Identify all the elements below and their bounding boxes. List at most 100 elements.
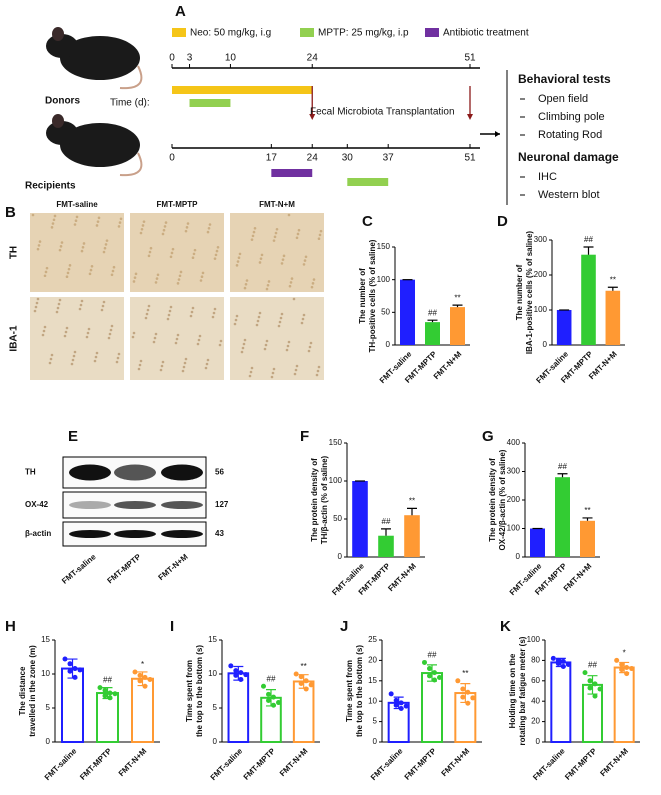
texture (300, 321, 304, 325)
data-point (107, 695, 113, 701)
texture (41, 333, 45, 337)
legend-swatch (172, 28, 186, 37)
texture (295, 236, 299, 240)
texture (89, 268, 93, 272)
texture (257, 315, 261, 319)
texture (243, 286, 247, 290)
texture (53, 214, 57, 218)
y-tick-label: 40 (531, 696, 540, 705)
texture (181, 369, 185, 373)
bar (131, 677, 154, 744)
bar (550, 661, 572, 743)
texture (56, 306, 60, 310)
y-axis-label: The number of (358, 268, 367, 324)
column-label: FMT-N+M (259, 200, 295, 209)
y-tick-label: 0 (213, 737, 218, 746)
texture (169, 255, 173, 259)
data-point (303, 678, 309, 684)
data-point (460, 686, 466, 692)
data-point (102, 687, 108, 693)
row-label: TH (9, 246, 20, 259)
data-point (228, 663, 234, 669)
texture (186, 222, 190, 225)
texture (74, 219, 78, 222)
texture (235, 264, 239, 267)
texture (142, 220, 146, 223)
data-point (427, 666, 432, 672)
error-bar (557, 473, 568, 478)
texture (319, 229, 323, 233)
texture (80, 299, 84, 303)
texture (55, 310, 59, 314)
texture (285, 348, 289, 352)
data-point (393, 702, 399, 708)
y-tick-label: 100 (527, 635, 541, 644)
timeline-tick-label: 0 (169, 53, 175, 64)
y-tick-label: 25 (368, 635, 377, 644)
y-tick-label: 100 (534, 305, 548, 314)
texture (117, 225, 121, 228)
blot-band (161, 530, 203, 538)
y-axis-label: TH-positive cells (% of saline) (368, 239, 377, 352)
texture (73, 350, 77, 354)
y-tick-label: 400 (507, 438, 521, 447)
bar (555, 477, 570, 557)
panel-letter: C (362, 213, 373, 230)
y-tick-label: 10 (368, 696, 377, 705)
bar (227, 672, 250, 744)
texture (260, 253, 264, 257)
texture (96, 220, 100, 223)
blot-row-label: OX-42 (25, 500, 49, 509)
time-label: Time (d): (110, 98, 150, 109)
legend-label: Antibiotic treatment (443, 28, 529, 39)
texture (161, 232, 165, 236)
texture (137, 367, 141, 371)
texture (73, 223, 77, 226)
annotation: ## (558, 462, 567, 471)
y-tick-label: 0 (386, 340, 391, 349)
texture (205, 362, 209, 366)
texture (214, 253, 218, 257)
annotation: ** (610, 275, 616, 284)
y-axis-label: travelled in the zone (m) (28, 645, 37, 737)
texture (244, 283, 248, 286)
error-bar (607, 286, 618, 291)
texture (251, 234, 255, 238)
data-point (233, 668, 239, 674)
texture (107, 336, 111, 340)
texture (302, 313, 306, 317)
texture (234, 318, 238, 322)
blot-band (114, 464, 156, 481)
texture (293, 372, 297, 376)
bar (352, 481, 368, 557)
texture (175, 337, 179, 341)
texture (266, 283, 270, 287)
bar (580, 520, 595, 557)
panel-letter: D (497, 213, 508, 230)
data-point (565, 661, 571, 667)
data-point (560, 658, 566, 664)
y-tick-label: 20 (531, 717, 540, 726)
y-tick-label: 15 (41, 635, 50, 644)
legend-swatch (300, 28, 314, 37)
texture (304, 255, 308, 259)
data-point (238, 676, 244, 682)
texture (294, 368, 298, 372)
texture (81, 245, 85, 249)
y-axis-label: Holding time on the (508, 653, 517, 728)
texture (318, 233, 322, 237)
texture (240, 350, 244, 354)
data-point (137, 672, 143, 678)
texture (236, 260, 240, 263)
y-tick-label: 100 (329, 476, 343, 485)
data-point (137, 678, 143, 684)
texture (248, 374, 252, 378)
data-point (555, 660, 561, 666)
data-point (308, 682, 314, 688)
y-tick-label: 5 (213, 703, 218, 712)
texture (166, 317, 170, 321)
texture (115, 360, 119, 364)
group-label: Donors (45, 96, 80, 107)
y-axis-label: the top to the bottom (s) (355, 645, 364, 737)
y-tick-label: 200 (507, 495, 521, 504)
